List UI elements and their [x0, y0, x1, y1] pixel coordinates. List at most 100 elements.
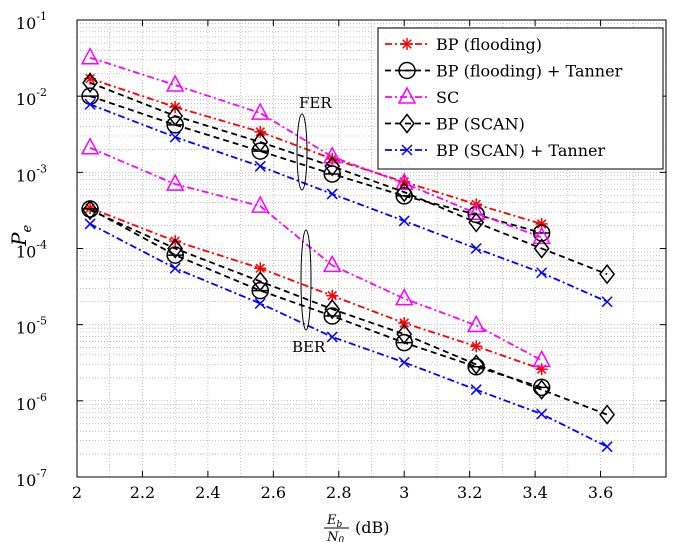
legend-item: BP (SCAN) + Tanner	[385, 141, 605, 160]
data-point-diamond	[533, 379, 550, 400]
x-label-unit: (dB)	[355, 518, 389, 537]
svg-text:Pe: Pe	[7, 225, 35, 247]
series-line	[89, 223, 608, 448]
x-tick-label: 3	[399, 483, 409, 502]
data-point-x	[470, 384, 482, 396]
data-point-diamond	[167, 238, 184, 259]
legend-item: BP (flooding) + Tanner	[385, 62, 623, 81]
data-point-triangle	[250, 195, 270, 213]
x-tick-label: 3.6	[588, 483, 613, 502]
svg-text:Eb: Eb	[326, 513, 343, 530]
legend-box	[377, 27, 664, 170]
data-point-circle	[398, 61, 416, 80]
data-point-x	[601, 441, 613, 453]
data-point-x	[470, 242, 482, 255]
data-point-triangle	[394, 287, 414, 306]
data-point-x	[169, 262, 181, 274]
x-tick-label: 3.2	[457, 483, 482, 502]
data-point-diamond	[399, 113, 415, 134]
fer-annotation: FER	[299, 94, 332, 112]
data-point-triangle	[466, 314, 486, 333]
ber-annotation: BER	[292, 338, 326, 356]
data-point-triangle	[322, 254, 342, 273]
data-point-x	[536, 267, 548, 279]
y-tick-label: 10-3	[16, 162, 47, 185]
data-point-asterisk	[398, 317, 411, 330]
series-line	[89, 81, 608, 276]
series-line	[89, 146, 543, 362]
data-point-asterisk	[401, 38, 413, 50]
data-point-x	[401, 144, 413, 156]
ber-ellipse	[300, 229, 312, 331]
grid	[77, 20, 666, 477]
series-bp-scan-tanner	[84, 98, 613, 453]
legend-label: BP (SCAN) + Tanner	[436, 141, 605, 160]
data-point-diamond	[468, 354, 485, 375]
y-tick-label: 10-7	[16, 467, 47, 490]
data-point-x	[254, 160, 266, 172]
data-point-triangle	[165, 74, 185, 92]
data-point-triangle	[466, 202, 486, 221]
data-point-x	[84, 218, 96, 230]
data-point-triangle	[532, 349, 551, 368]
x-label-numerator-sub: b	[337, 520, 343, 530]
series-bp-scan	[82, 72, 616, 425]
y-tick-label: 10-5	[16, 315, 47, 338]
x-tick-label: 2.8	[326, 483, 351, 502]
data-point-asterisk	[535, 363, 548, 376]
legend-label: BP (SCAN)	[436, 115, 525, 134]
legend-item: BP (flooding)	[385, 35, 542, 54]
fer-ellipse	[296, 113, 308, 191]
axis-ticks: 2 2.2 2.4 2.6 2.8 3 3.2 3.4 3.6 10-7 10-6 10-5 10-4 1…	[16, 10, 666, 502]
data-point-circle	[323, 307, 341, 325]
x-tick-label: 3.4	[522, 483, 547, 502]
data-point-x	[398, 215, 410, 227]
x-label-denominator: N	[326, 530, 339, 542]
x-label-denominator-sub: 0	[338, 536, 344, 542]
data-point-x	[398, 356, 410, 368]
annotations: FER BER	[292, 94, 332, 356]
data-point-diamond	[599, 404, 616, 425]
data-point-x	[601, 296, 613, 308]
legend-item: SC	[385, 86, 459, 107]
data-point-diamond	[324, 298, 341, 320]
y-tick-label: 10-6	[16, 391, 47, 414]
series-line	[89, 103, 608, 303]
data-point-diamond	[533, 238, 550, 259]
data-point-x	[326, 188, 338, 200]
data-point-x	[84, 98, 96, 110]
data-point-circle	[166, 246, 184, 264]
series-layer	[80, 47, 616, 453]
data-point-diamond	[82, 72, 99, 93]
data-point-triangle	[165, 173, 185, 191]
x-tick-label: 2.4	[195, 483, 220, 502]
data-point-triangle	[80, 47, 100, 65]
data-point-diamond	[252, 131, 269, 153]
data-point-diamond	[396, 181, 413, 203]
data-point-diamond	[396, 323, 413, 345]
y-axis-label: Pe	[7, 225, 35, 247]
y-tick-label: 10-4	[16, 239, 47, 262]
y-axis-label-main: P	[7, 232, 31, 247]
data-point-triangle	[322, 146, 342, 164]
data-point-triangle	[397, 86, 417, 104]
data-point-x	[326, 331, 338, 343]
data-point-triangle	[394, 172, 414, 190]
data-point-diamond	[82, 199, 99, 221]
data-point-diamond	[599, 263, 616, 285]
svg-text:N0: N0	[326, 530, 344, 542]
y-axis-label-sub: e	[20, 225, 35, 233]
data-point-asterisk	[470, 340, 483, 353]
data-point-diamond	[324, 156, 341, 177]
legend-label: BP (flooding)	[436, 35, 542, 54]
x-tick-label: 2.6	[261, 483, 286, 502]
data-point-triangle	[80, 137, 100, 155]
legend: BP (flooding) BP (flooding) + Tanner SC BP …	[377, 27, 664, 170]
data-point-asterisk	[326, 289, 339, 302]
series-sc	[80, 47, 551, 368]
data-point-circle	[323, 165, 341, 183]
data-point-x	[536, 408, 548, 420]
x-label-numerator: E	[326, 513, 337, 528]
data-point-diamond	[167, 105, 184, 127]
